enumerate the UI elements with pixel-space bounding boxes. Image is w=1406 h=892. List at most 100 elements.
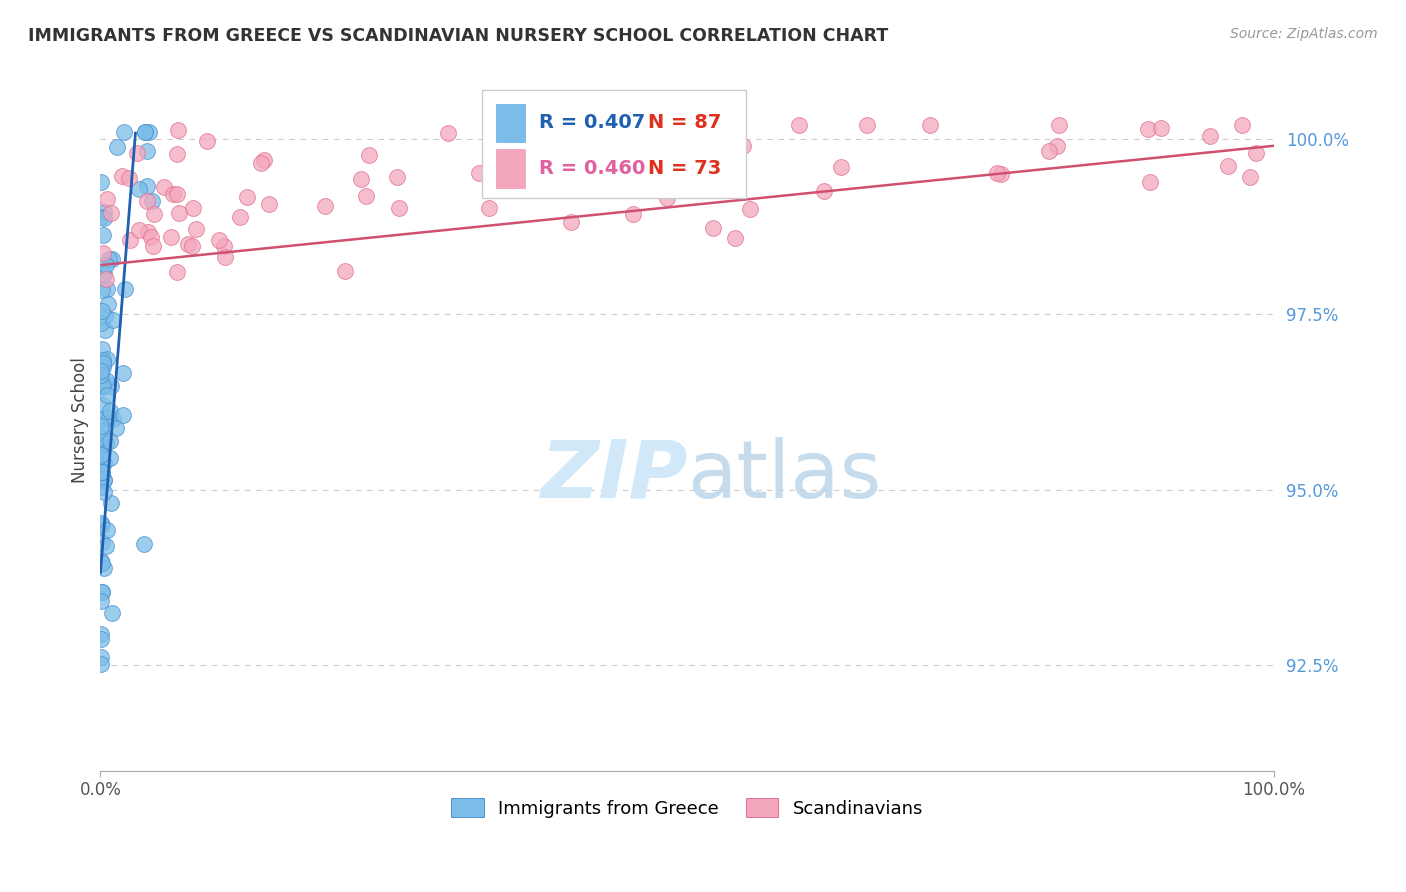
- Point: [621, 206, 644, 220]
- Point: [97, 297, 120, 311]
- Point: [1216, 159, 1239, 173]
- Point: [90, 594, 112, 608]
- Point: [166, 265, 188, 279]
- Point: [920, 118, 942, 132]
- Point: [183, 201, 205, 215]
- Point: [91, 471, 114, 485]
- Point: [214, 250, 236, 264]
- Point: [94, 272, 117, 286]
- Point: [724, 231, 747, 245]
- Point: [90, 411, 112, 425]
- Point: [139, 230, 162, 244]
- Point: [1239, 169, 1261, 184]
- Point: [91, 379, 114, 393]
- Point: [91, 517, 114, 532]
- Point: [153, 179, 176, 194]
- Point: [91, 360, 114, 375]
- Point: [93, 561, 115, 575]
- Point: [100, 496, 122, 510]
- Point: [90, 418, 112, 433]
- Point: [1149, 121, 1171, 136]
- Point: [142, 239, 165, 253]
- Point: [349, 172, 371, 186]
- Point: [90, 364, 112, 378]
- Point: [91, 267, 114, 281]
- Point: [91, 245, 114, 260]
- Point: [136, 225, 159, 239]
- Text: Source: ZipAtlas.com: Source: ZipAtlas.com: [1230, 27, 1378, 41]
- Point: [97, 410, 120, 425]
- Point: [136, 178, 159, 193]
- Bar: [496, 103, 526, 142]
- Point: [105, 140, 128, 154]
- Point: [93, 204, 115, 219]
- Point: [250, 155, 273, 169]
- Point: [94, 259, 117, 273]
- Point: [731, 138, 754, 153]
- Point: [693, 144, 716, 158]
- Point: [94, 309, 117, 323]
- Point: [90, 368, 112, 382]
- Point: [136, 194, 159, 208]
- Point: [1244, 146, 1267, 161]
- Point: [166, 147, 188, 161]
- Point: [354, 189, 377, 203]
- Point: [91, 378, 114, 392]
- Point: [856, 118, 879, 132]
- Point: [257, 197, 280, 211]
- Point: [112, 125, 135, 139]
- Point: [702, 221, 724, 235]
- Point: [93, 473, 115, 487]
- Point: [93, 211, 115, 226]
- Point: [136, 144, 159, 158]
- Point: [91, 227, 114, 242]
- Point: [90, 439, 112, 453]
- Point: [134, 125, 156, 139]
- Point: [101, 607, 124, 621]
- Point: [90, 448, 112, 462]
- Point: [90, 557, 112, 571]
- Point: [1137, 122, 1160, 136]
- Point: [94, 436, 117, 450]
- Point: [96, 539, 118, 553]
- Point: [655, 191, 678, 205]
- Point: [101, 313, 124, 327]
- Point: [468, 166, 491, 180]
- Point: [90, 480, 112, 494]
- Point: [91, 465, 114, 479]
- Point: [93, 485, 115, 500]
- Point: [1198, 128, 1220, 143]
- Point: [1230, 118, 1253, 132]
- Point: [101, 252, 124, 266]
- Point: [93, 267, 115, 281]
- Point: [98, 403, 121, 417]
- Point: [100, 206, 122, 220]
- Point: [96, 351, 118, 366]
- Point: [128, 223, 150, 237]
- Point: [387, 202, 409, 216]
- Point: [96, 193, 118, 207]
- Point: [657, 163, 679, 178]
- Point: [197, 134, 219, 148]
- Point: [478, 202, 501, 216]
- Point: [101, 412, 124, 426]
- Point: [98, 434, 121, 448]
- Point: [90, 425, 112, 439]
- Point: [167, 123, 190, 137]
- Point: [90, 210, 112, 224]
- Point: [167, 205, 190, 219]
- Point: [90, 398, 112, 412]
- Point: [90, 516, 112, 530]
- Point: [229, 210, 252, 224]
- FancyBboxPatch shape: [482, 89, 745, 198]
- Point: [90, 447, 112, 461]
- Point: [90, 380, 112, 394]
- Point: [986, 166, 1008, 180]
- Point: [738, 202, 761, 217]
- Text: atlas: atlas: [688, 437, 882, 515]
- Point: [160, 229, 183, 244]
- Point: [1038, 144, 1060, 158]
- Point: [91, 342, 114, 356]
- Point: [90, 431, 112, 445]
- Point: [127, 146, 149, 161]
